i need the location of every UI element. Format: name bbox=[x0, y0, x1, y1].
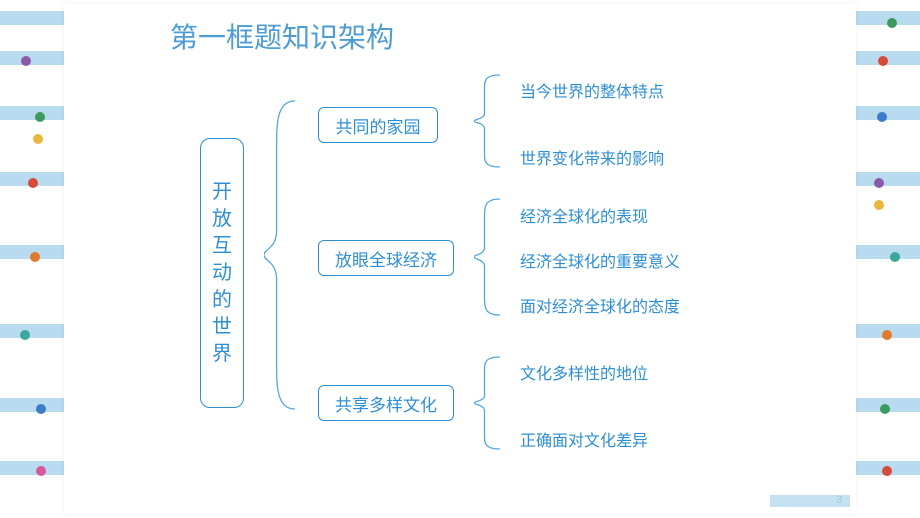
bg-dot bbox=[35, 112, 45, 122]
diagram-mid-node: 共享多样文化 bbox=[318, 385, 454, 421]
root-char: 开 bbox=[212, 179, 232, 206]
brace-icon bbox=[474, 198, 504, 316]
bg-dot bbox=[890, 252, 900, 262]
bg-dot bbox=[882, 466, 892, 476]
bg-dot bbox=[28, 178, 38, 188]
root-char: 动 bbox=[212, 260, 232, 287]
brace-icon bbox=[474, 356, 504, 450]
diagram-leaf: 面对经济全球化的态度 bbox=[520, 293, 680, 317]
root-char: 的 bbox=[212, 287, 232, 314]
root-char: 放 bbox=[212, 206, 232, 233]
diagram-leaf: 当今世界的整体特点 bbox=[520, 78, 664, 102]
bg-dot bbox=[33, 134, 43, 144]
diagram-leaf: 经济全球化的表现 bbox=[520, 203, 648, 227]
root-char: 界 bbox=[212, 341, 232, 368]
page-number: 3 bbox=[836, 494, 842, 506]
diagram-leaf: 世界变化带来的影响 bbox=[520, 145, 664, 169]
page-title: 第一框题知识架构 bbox=[170, 16, 394, 56]
diagram-leaf: 文化多样性的地位 bbox=[520, 360, 648, 384]
root-char: 互 bbox=[212, 233, 232, 260]
bg-dot bbox=[36, 466, 46, 476]
bg-dot bbox=[874, 178, 884, 188]
bg-dot bbox=[887, 18, 897, 28]
brace-icon bbox=[264, 100, 300, 410]
bg-dot bbox=[20, 330, 30, 340]
slide-frame bbox=[64, 4, 856, 514]
bg-dot bbox=[30, 252, 40, 262]
root-char: 世 bbox=[212, 314, 232, 341]
bg-dot bbox=[880, 404, 890, 414]
bg-dot bbox=[21, 56, 31, 66]
diagram-leaf: 经济全球化的重要意义 bbox=[520, 248, 680, 272]
diagram-mid-node: 共同的家园 bbox=[318, 107, 438, 143]
bg-dot bbox=[36, 404, 46, 414]
diagram-leaf: 正确面对文化差异 bbox=[520, 427, 648, 451]
diagram-mid-node: 放眼全球经济 bbox=[318, 240, 454, 276]
diagram-root: 开放互动的世界 bbox=[200, 138, 244, 408]
brace-icon bbox=[474, 74, 504, 168]
